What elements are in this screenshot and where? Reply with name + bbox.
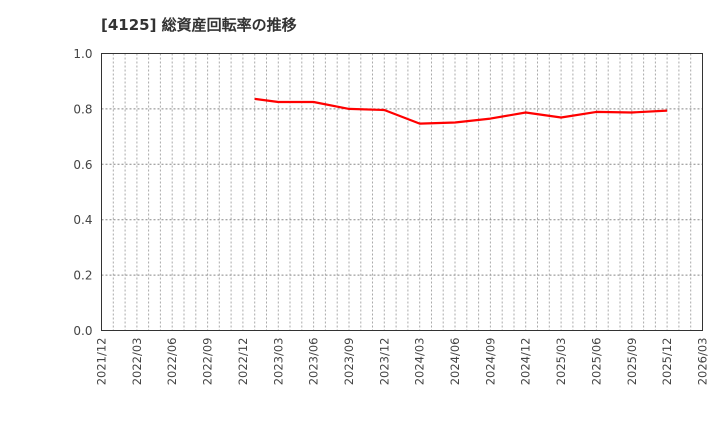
- x-tick-label: 2022/12: [236, 338, 250, 386]
- x-tick-label: 2022/03: [130, 338, 144, 386]
- grid-lines: [101, 53, 703, 331]
- x-tick-label: 2026/03: [696, 338, 710, 386]
- y-axis: 0.0 0.2 0.4 0.6 0.8 1.0: [73, 47, 92, 338]
- y-tick-label: 0.4: [73, 213, 92, 227]
- x-tick-label: 2024/06: [448, 338, 462, 386]
- x-tick-label: 2025/12: [660, 338, 674, 386]
- chart-title: [4125] 総資産回転率の推移: [101, 16, 297, 34]
- x-tick-label: 2023/09: [342, 338, 356, 386]
- x-tick-label: 2022/06: [165, 338, 179, 386]
- x-tick-label: 2022/09: [201, 338, 215, 386]
- y-tick-label: 0.6: [73, 158, 92, 172]
- x-tick-label: 2024/09: [483, 338, 497, 386]
- data-line-total-asset-turnover: [254, 97, 668, 125]
- x-tick-label: 2025/06: [589, 338, 603, 386]
- y-tick-label: 1.0: [73, 47, 92, 61]
- x-tick-label: 2024/03: [413, 338, 427, 386]
- y-tick-label: 0.2: [73, 269, 92, 283]
- x-tick-label: 2025/09: [625, 338, 639, 386]
- x-tick-label: 2023/12: [377, 338, 391, 386]
- x-tick-label: 2023/03: [271, 338, 285, 386]
- y-tick-label: 0.0: [73, 324, 92, 338]
- y-tick-label: 0.8: [73, 102, 92, 116]
- x-axis: 2021/12 2022/03 2022/06 2022/09 2022/12 2023/…: [95, 338, 710, 386]
- plot-area-frame: [101, 53, 703, 331]
- x-tick-label: 2021/12: [95, 338, 109, 386]
- x-tick-label: 2023/06: [307, 338, 321, 386]
- x-tick-label: 2024/12: [519, 338, 533, 386]
- x-tick-label: 2025/03: [554, 338, 568, 386]
